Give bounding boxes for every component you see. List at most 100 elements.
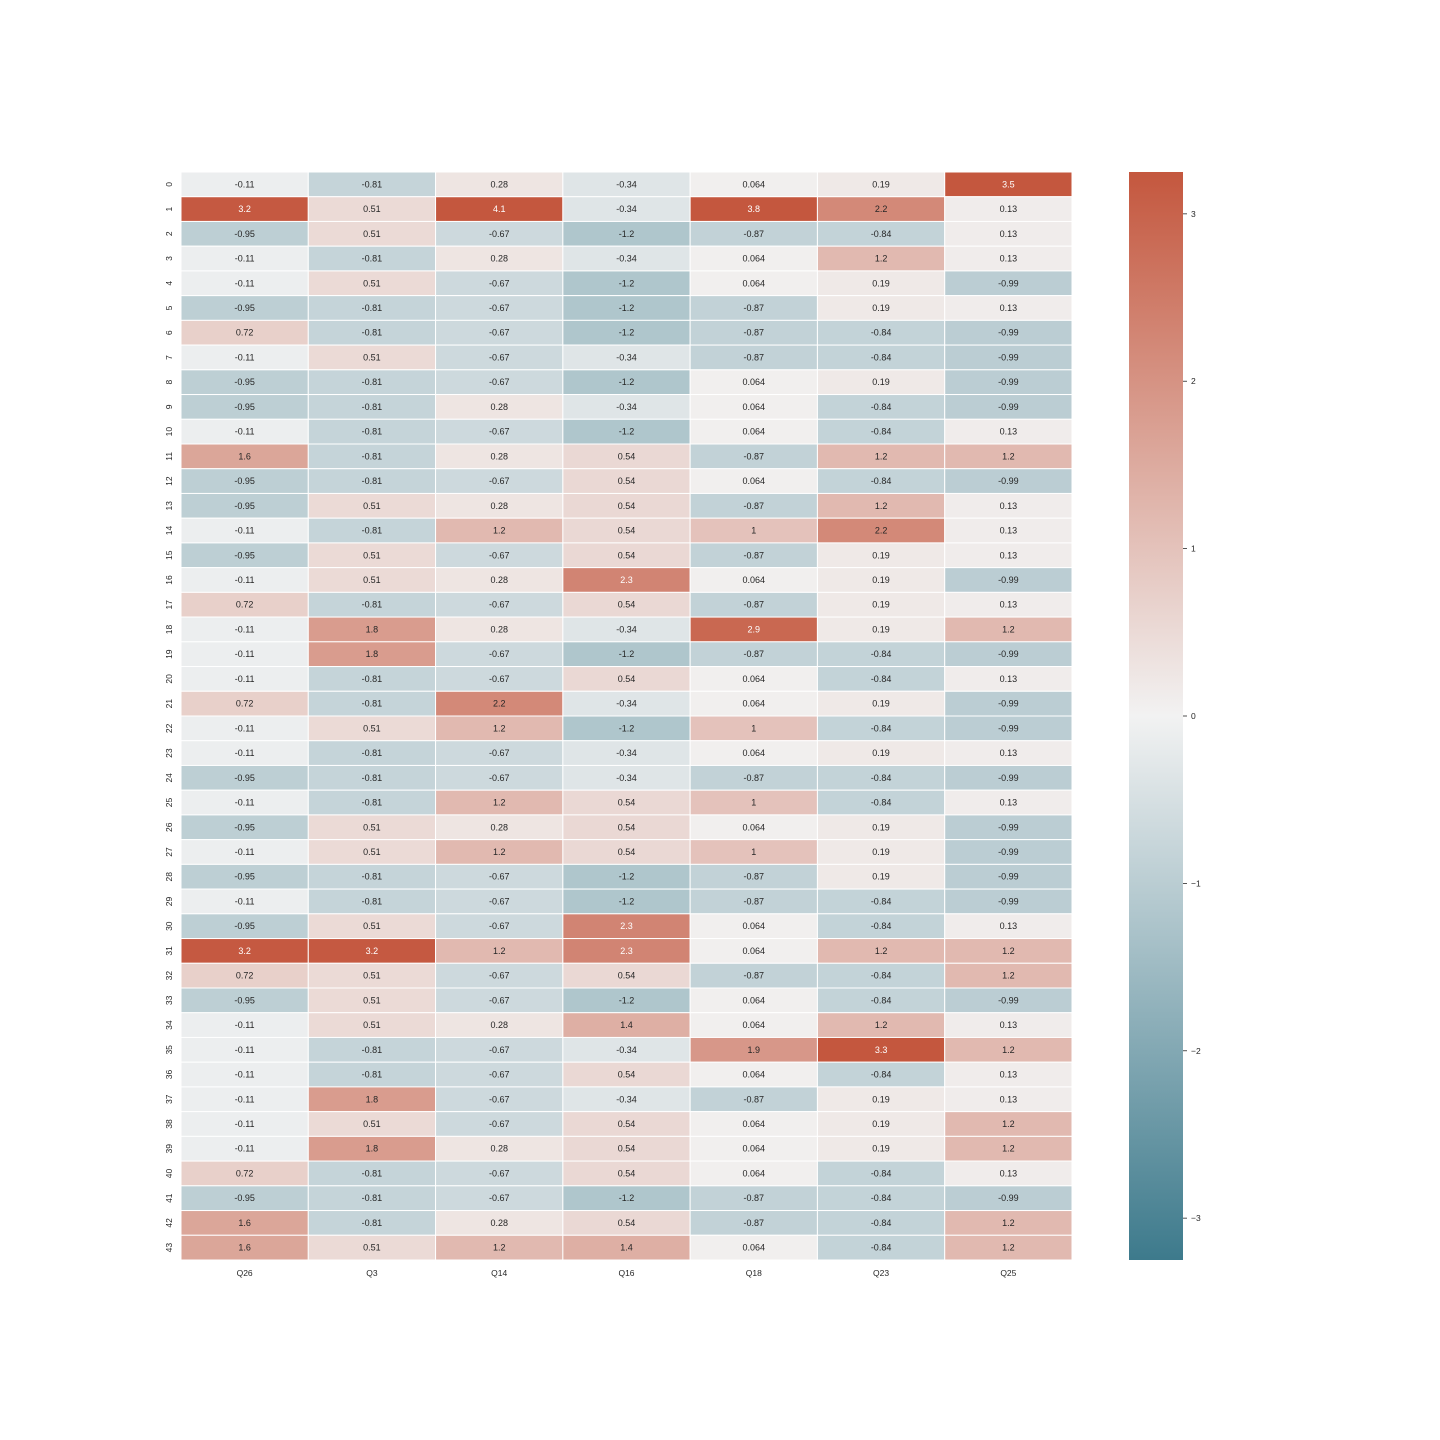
cell-value-label: 0.13 — [1000, 1020, 1018, 1030]
cell-value-label: -0.81 — [362, 377, 383, 387]
cell-value-label: 0.28 — [490, 1218, 508, 1228]
heatmap-cell — [562, 492, 691, 519]
cell-value-label: -0.99 — [998, 328, 1019, 338]
cell-value-label: -0.67 — [489, 748, 510, 758]
cell-value-label: -0.81 — [362, 896, 383, 906]
heatmap-cell — [307, 418, 437, 445]
heatmap-cell — [944, 220, 1073, 247]
heatmap-cell — [562, 567, 691, 593]
heatmap-cell — [689, 1210, 818, 1236]
row-tick-label: 27 — [164, 847, 174, 857]
heatmap-cell — [562, 443, 691, 470]
heatmap-cell — [562, 517, 691, 544]
heatmap-cell — [944, 1185, 1073, 1212]
cell-value-label: -0.67 — [489, 971, 510, 981]
cell-value-label: -0.67 — [489, 1070, 510, 1080]
heatmap-cell — [816, 1036, 946, 1063]
cell-value-label: 0.51 — [363, 229, 381, 239]
cell-value-label: -0.11 — [235, 526, 255, 536]
row-tick-label: 43 — [164, 1243, 174, 1253]
cell-value-label: 1.2 — [493, 526, 506, 536]
cell-value-label: 0.064 — [743, 254, 766, 264]
cell-value-label: 0.064 — [743, 1168, 766, 1178]
colorbar-tick-label: 1 — [1191, 544, 1196, 554]
cell-value-label: 0.28 — [490, 575, 508, 585]
cell-value-label: 0.064 — [743, 278, 766, 288]
cell-value-label: 1.2 — [1002, 946, 1015, 956]
cell-value-label: -0.11 — [235, 427, 255, 437]
heatmap-cell — [689, 591, 818, 618]
heatmap-cell — [180, 863, 309, 890]
cell-value-label: -1.2 — [619, 896, 635, 906]
cell-value-label: -0.99 — [998, 278, 1019, 288]
cell-value-label: 0.19 — [872, 847, 890, 857]
cell-value-label: -0.11 — [235, 896, 255, 906]
cell-value-label: 0.28 — [490, 402, 508, 412]
heatmap-cell — [944, 863, 1073, 890]
heatmap-cell — [689, 764, 818, 791]
cell-value-label: 0.28 — [490, 1144, 508, 1154]
cell-value-label: 0.064 — [743, 995, 766, 1005]
heatmap-cell — [944, 715, 1073, 742]
heatmap-cells: -0.11 -0.81 0.28 -0.34 0.064 0.19 3.5 3.2 0.51 4.… — [180, 171, 1073, 1261]
heatmap-cell — [562, 690, 691, 717]
cell-value-label: 0.13 — [1000, 1070, 1018, 1080]
cell-value-label: 1.8 — [366, 624, 379, 634]
heatmap-cell — [944, 1111, 1073, 1137]
heatmap-cell — [944, 1086, 1073, 1113]
cell-value-label: -0.87 — [744, 773, 765, 783]
heatmap-cell — [307, 1086, 437, 1113]
cell-value-label: -0.67 — [489, 649, 510, 659]
cell-value-label: -0.11 — [235, 1119, 255, 1129]
cell-value-label: -0.81 — [362, 451, 383, 461]
heatmap-cell — [180, 1036, 309, 1063]
heatmap-cell — [689, 344, 818, 371]
cell-value-label: -0.81 — [362, 1168, 383, 1178]
row-tick-label: 2 — [164, 231, 174, 236]
heatmap-cell — [689, 666, 818, 692]
row-tick-labels: 0123456789101112131415161718192021222324… — [164, 182, 174, 1253]
cell-value-label: -0.67 — [489, 773, 510, 783]
cell-value-label: 0.19 — [872, 600, 890, 610]
cell-value-label: -0.81 — [362, 526, 383, 536]
cell-value-label: 1.2 — [875, 451, 888, 461]
colorbar-tick-label: 3 — [1191, 209, 1196, 219]
heatmap-cell — [180, 319, 309, 346]
cell-value-label: 0.28 — [490, 501, 508, 511]
cell-value-label: -1.2 — [619, 278, 635, 288]
cell-value-label: 0.13 — [1000, 526, 1018, 536]
heatmap-cell — [435, 863, 564, 890]
cell-value-label: 0.51 — [363, 352, 381, 362]
cell-value-label: -0.99 — [998, 822, 1019, 832]
cell-value-label: 1.2 — [875, 254, 888, 264]
cell-value-label: 0.064 — [743, 575, 766, 585]
heatmap-cell — [689, 319, 818, 346]
cell-value-label: 0.51 — [363, 501, 381, 511]
heatmap-cell — [944, 962, 1073, 989]
row-tick-label: 38 — [164, 1119, 174, 1129]
cell-value-label: -0.11 — [235, 649, 255, 659]
heatmap-cell — [944, 245, 1073, 272]
heatmap-cell — [944, 888, 1073, 915]
heatmap-cell — [816, 220, 946, 247]
cell-value-label: -0.84 — [871, 1193, 892, 1203]
row-tick-label: 33 — [164, 995, 174, 1005]
heatmap-cell — [944, 1135, 1073, 1162]
cell-value-label: -0.95 — [234, 303, 255, 313]
heatmap-cell — [562, 789, 691, 816]
cell-value-label: -0.99 — [998, 847, 1019, 857]
cell-value-label: 0.51 — [363, 847, 381, 857]
cell-value-label: 0.064 — [743, 377, 766, 387]
cell-value-label: -0.95 — [234, 402, 255, 412]
cell-value-label: -0.11 — [235, 674, 255, 684]
cell-value-label: 1.2 — [875, 946, 888, 956]
cell-value-label: 0.28 — [490, 179, 508, 189]
cell-value-label: 1.6 — [238, 1243, 251, 1253]
row-tick-label: 0 — [164, 182, 174, 187]
heatmap-cell — [180, 295, 309, 321]
heatmap-cell — [944, 616, 1073, 643]
row-tick-label: 13 — [164, 501, 174, 511]
heatmap-cell — [944, 1061, 1073, 1088]
heatmap-cell — [562, 1036, 691, 1063]
cell-value-label: -0.34 — [616, 748, 637, 758]
